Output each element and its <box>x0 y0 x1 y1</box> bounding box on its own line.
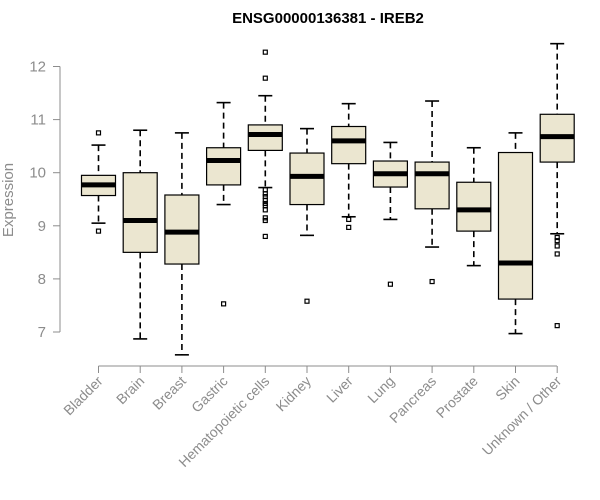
box-liver <box>331 102 367 230</box>
x-tick-label: Unknown / Other <box>479 373 565 459</box>
iqr-box <box>122 172 158 253</box>
outlier-point <box>262 217 268 224</box>
y-ticks: 7 8 9 10 11 12 <box>29 59 60 341</box>
box-breast <box>164 132 200 356</box>
chart-title: ENSG00000136381 - IREB2 <box>232 10 424 27</box>
y-tick-label: 12 <box>29 59 46 76</box>
iqr-box <box>414 161 450 210</box>
outlier-point <box>554 251 560 257</box>
outlier-point <box>221 301 227 307</box>
iqr-box <box>456 181 492 232</box>
iqr-box <box>247 124 283 151</box>
y-tick-label: 7 <box>38 324 46 341</box>
outlier-point <box>429 278 435 285</box>
boxes-group <box>80 42 575 356</box>
y-axis-label: Expression <box>0 163 17 237</box>
outlier-point <box>346 216 352 223</box>
outlier-point <box>262 207 268 213</box>
x-tick-label: Breast <box>149 373 189 413</box>
x-tick-label: Lung <box>364 373 397 406</box>
outlier-point <box>554 234 560 241</box>
y-tick-label: 9 <box>38 218 46 235</box>
box-gastric <box>206 101 242 307</box>
x-tick-label: Prostate <box>433 373 481 421</box>
outlier-point <box>262 191 268 197</box>
outlier-point <box>262 75 268 81</box>
outlier-point <box>262 49 268 55</box>
iqr-box <box>497 151 534 300</box>
iqr-box <box>206 147 242 186</box>
x-tick-label: Skin <box>492 373 523 404</box>
outlier-point <box>262 233 268 240</box>
box-bladder <box>80 130 117 234</box>
x-tick-label: Liver <box>323 373 356 406</box>
x-tick-label: Kidney <box>273 373 315 415</box>
outlier-point <box>304 298 310 304</box>
outlier-point <box>262 215 268 221</box>
outlier-point <box>262 197 268 203</box>
box-pancreas <box>414 100 450 285</box>
box-lung <box>372 141 408 287</box>
box-brain <box>122 129 158 340</box>
outlier-point <box>554 323 560 329</box>
outlier-point <box>387 281 393 287</box>
outlier-point <box>554 243 560 249</box>
outlier-point <box>95 228 102 234</box>
outlier-point <box>346 224 352 230</box>
box-prostate <box>456 146 492 267</box>
y-tick-label: 11 <box>30 112 46 129</box>
box-unknown-other <box>539 42 575 329</box>
iqr-box <box>164 194 200 265</box>
iqr-box <box>331 125 367 165</box>
y-tick-label: 10 <box>29 165 46 182</box>
box-skin <box>497 132 534 335</box>
outlier-point <box>554 238 560 244</box>
outlier-point <box>95 130 102 136</box>
x-tick-label: Bladder <box>60 373 106 419</box>
y-tick-label: 8 <box>38 271 46 288</box>
box-hematopoietic-cells <box>247 49 283 240</box>
x-tick-label: Brain <box>113 373 147 407</box>
box-kidney <box>289 127 325 304</box>
